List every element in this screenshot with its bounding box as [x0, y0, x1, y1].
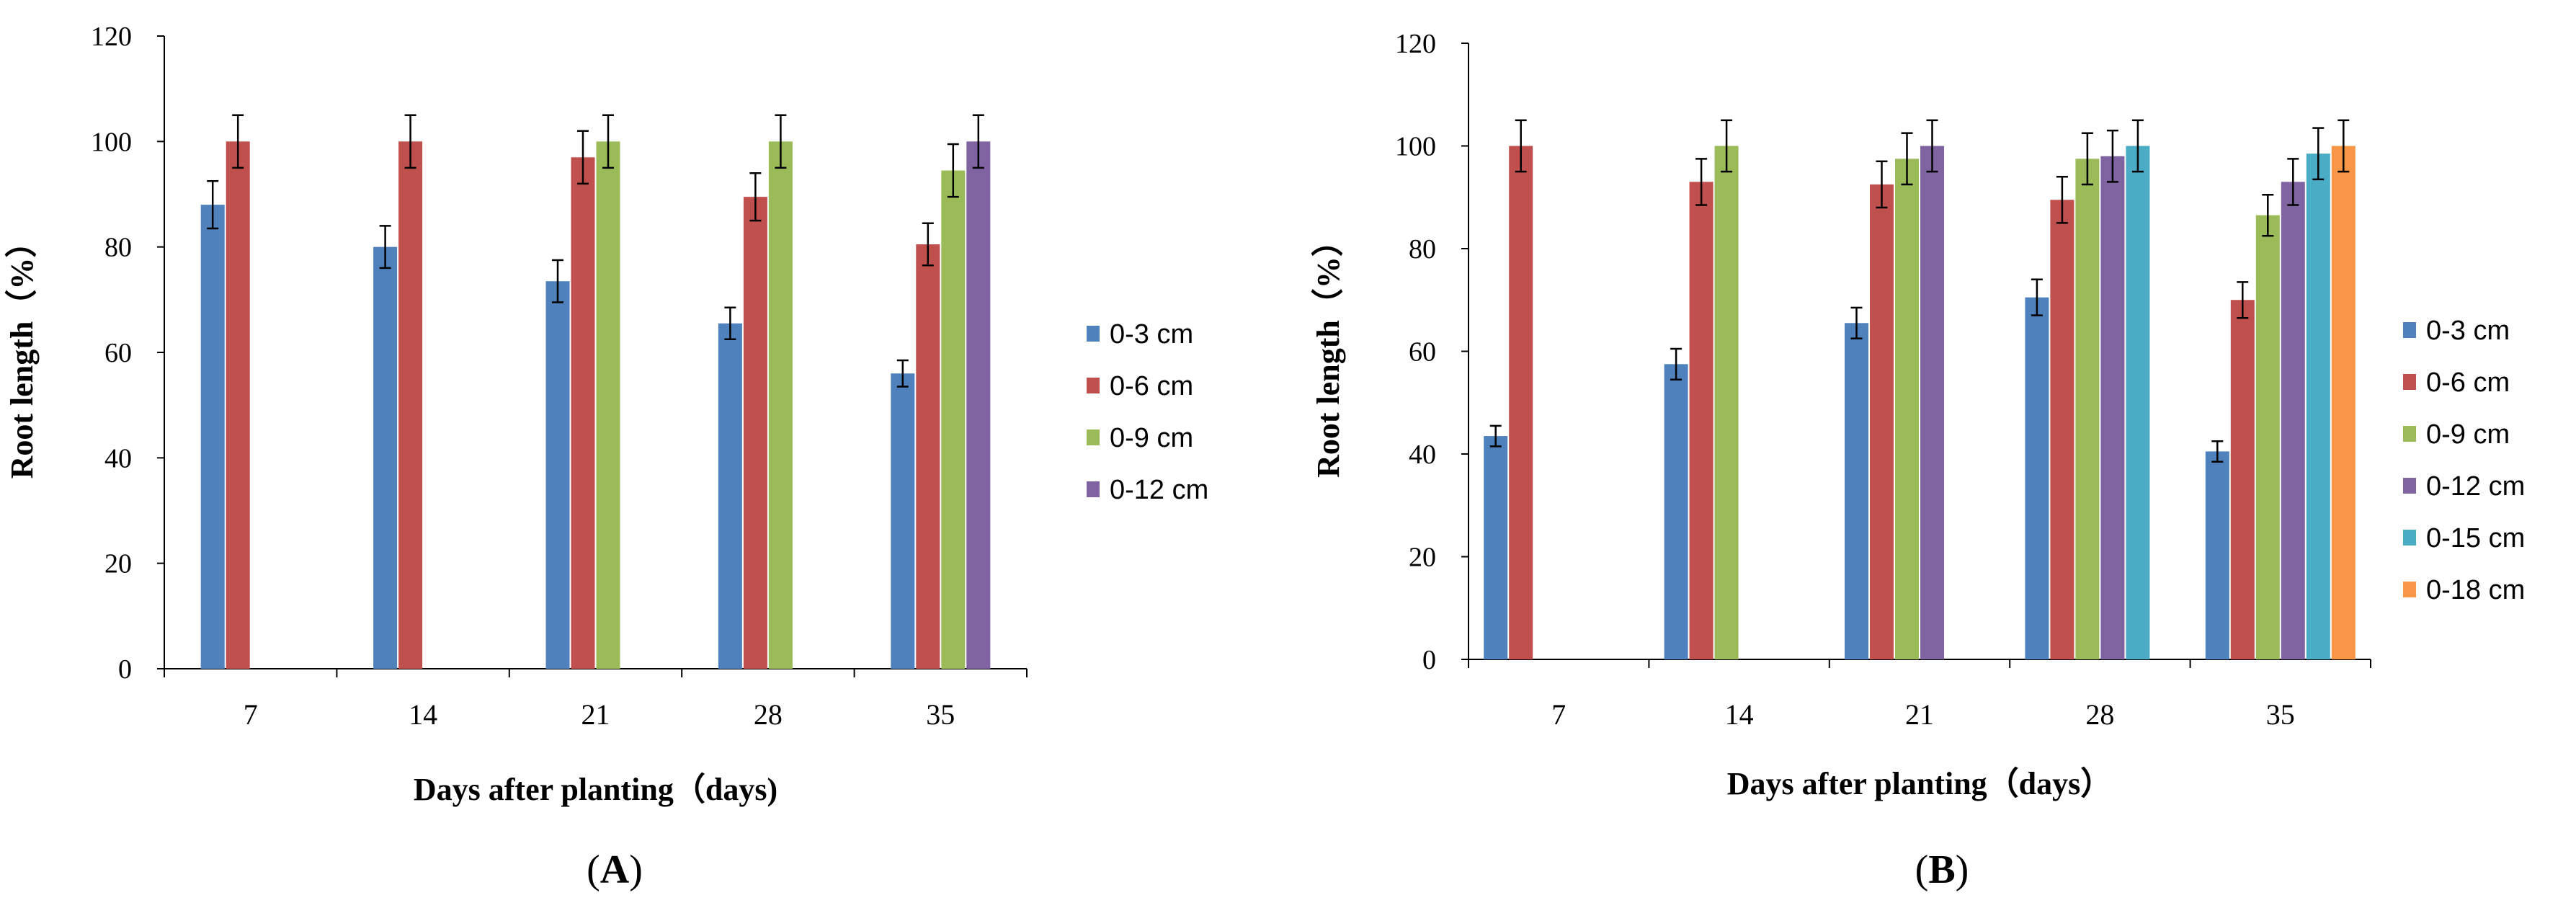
y-tick-label: 60	[104, 338, 132, 368]
y-tick-label: 120	[91, 22, 132, 52]
x-tick-label: 21	[581, 698, 610, 731]
bar-0-3cm-day-7	[1484, 436, 1508, 659]
x-tick-label: 35	[926, 698, 955, 731]
legend-swatch	[2403, 426, 2416, 442]
bar-0-3cm-day-21	[545, 281, 570, 669]
y-tick-label: 100	[91, 127, 132, 157]
bar-0-9cm-day-35	[2255, 215, 2280, 659]
legend-label: 0-15 cm	[2426, 523, 2525, 553]
legend: 0-3 cm 0-6 cm 0-9 cm 0-12 cm 0-15 cm 0-18 cm	[2403, 316, 2525, 605]
bar-0-15cm-day-28	[2126, 146, 2150, 659]
chart-panel-b: 0 20 40 60 80 100 120 7 14 21 28 35 0-3 cm 0-6 cm 0-9 …	[1311, 29, 2525, 892]
y-tick-label: 100	[1395, 132, 1436, 162]
legend-label: 0-9 cm	[1110, 423, 1193, 453]
panel-label: (A)	[587, 847, 643, 892]
y-tick-label: 60	[1409, 337, 1436, 368]
y-tick-label: 0	[1422, 645, 1436, 675]
legend-swatch	[1087, 326, 1100, 342]
y-tick-label: 40	[104, 443, 132, 473]
bar-0-6cm-day-7	[226, 141, 250, 669]
chart-panel-a: 0 20 40 60 80 100 120 7 14 21 28 35 0-3 cm 0-6 cm 0-9 …	[4, 22, 1208, 892]
legend-swatch	[1087, 378, 1100, 393]
bar-0-9cm-day-14	[1714, 146, 1739, 659]
bar-0-12cm-day-28	[2100, 156, 2125, 659]
x-tick-label: 7	[244, 698, 258, 731]
x-tick-label: 21	[1905, 698, 1934, 731]
legend-swatch	[2403, 530, 2416, 546]
legend-swatch	[2403, 374, 2416, 390]
y-tick-label: 80	[104, 233, 132, 263]
bar-0-18cm-day-35	[2331, 146, 2356, 659]
bar-0-3cm-day-14	[373, 246, 398, 669]
y-axis-title: Root length（%）	[4, 226, 40, 479]
legend-label: 0-12 cm	[1110, 475, 1208, 505]
legend-swatch	[1087, 429, 1100, 445]
bar-0-3cm-day-7	[200, 205, 225, 669]
y-tick-label: 20	[104, 549, 132, 579]
y-tick-label: 40	[1409, 440, 1436, 470]
y-tick-label: 80	[1409, 234, 1436, 264]
legend-label: 0-9 cm	[2426, 419, 2510, 450]
legend-swatch	[1087, 481, 1100, 497]
legend-label: 0-12 cm	[2426, 471, 2525, 502]
legend-label: 0-3 cm	[2426, 316, 2510, 346]
bar-0-9cm-day-21	[596, 141, 620, 669]
x-tick-label: 14	[409, 698, 437, 731]
bar-0-3cm-day-35	[891, 373, 915, 669]
bar-0-12cm-day-35	[2281, 182, 2305, 659]
y-axis-title: Root length（%）	[1311, 225, 1346, 478]
y-tick-label: 120	[1395, 29, 1436, 59]
legend-label: 0-6 cm	[2426, 368, 2510, 398]
bar-0-6cm-day-21	[571, 157, 595, 669]
bar-0-6cm-day-35	[916, 244, 940, 669]
x-tick-label: 7	[1551, 698, 1566, 731]
x-axis-title: Days after planting（days）	[1727, 766, 2113, 801]
legend-swatch	[2403, 478, 2416, 494]
x-axis-title: Days after planting（days)	[414, 772, 777, 807]
bar-0-12cm-day-21	[1920, 146, 1944, 659]
bar-0-12cm-day-35	[966, 141, 991, 669]
y-tick-label: 0	[118, 654, 132, 685]
bar-0-9cm-day-35	[941, 170, 966, 669]
bar-0-9cm-day-28	[768, 141, 793, 669]
legend: 0-3 cm 0-6 cm 0-9 cm 0-12 cm	[1087, 319, 1208, 505]
y-tick-label: 20	[1409, 543, 1436, 573]
legend-label: 0-6 cm	[1110, 371, 1193, 401]
bar-0-6cm-day-7	[1509, 146, 1533, 659]
x-tick-label: 35	[2266, 698, 2295, 731]
x-tick-label: 28	[754, 698, 783, 731]
bar-0-6cm-day-21	[1870, 184, 1894, 659]
x-tick-label: 28	[2085, 698, 2114, 731]
bar-0-6cm-day-14	[1689, 182, 1713, 659]
bar-0-6cm-day-28	[2050, 200, 2074, 659]
legend-swatch	[2403, 322, 2416, 338]
legend-label: 0-18 cm	[2426, 575, 2525, 605]
x-tick-label: 14	[1725, 698, 1754, 731]
bar-0-3cm-day-14	[1664, 364, 1688, 659]
panel-label: (B)	[1915, 847, 1969, 892]
bar-0-9cm-day-28	[2075, 159, 2100, 659]
bar-0-6cm-day-14	[398, 141, 423, 669]
bar-0-3cm-day-28	[718, 323, 742, 669]
bar-0-3cm-day-21	[1845, 323, 1868, 659]
bar-0-3cm-day-35	[2205, 451, 2229, 659]
bar-0-6cm-day-35	[2230, 300, 2255, 659]
bar-0-15cm-day-35	[2306, 153, 2330, 659]
bar-0-3cm-day-28	[2025, 297, 2049, 659]
legend-label: 0-3 cm	[1110, 319, 1193, 350]
bar-0-6cm-day-28	[743, 197, 767, 669]
legend-swatch	[2403, 582, 2416, 597]
bar-0-9cm-day-21	[1895, 159, 1919, 659]
